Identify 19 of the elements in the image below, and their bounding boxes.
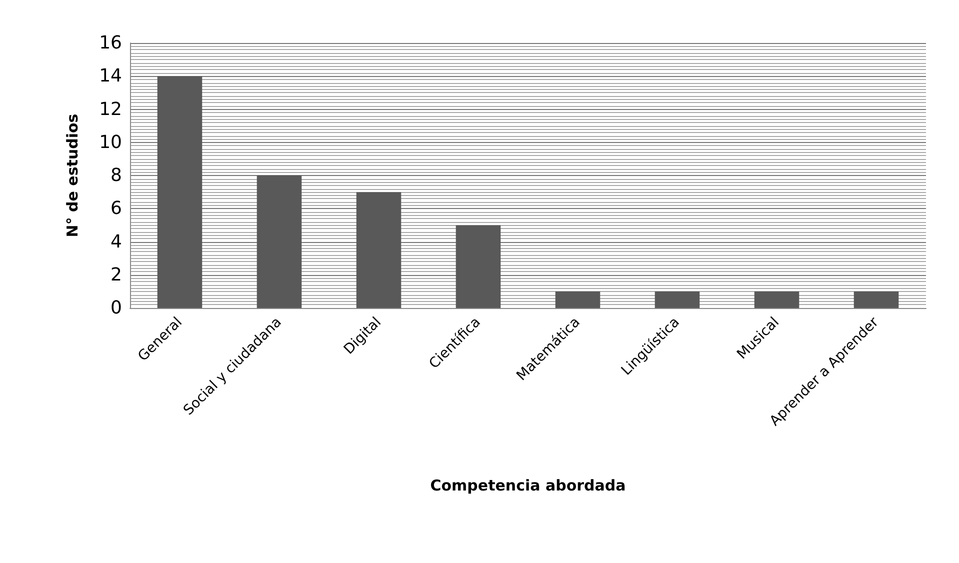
y-tick-label: 6 xyxy=(110,198,122,220)
y-tick-label: 16 xyxy=(99,32,122,54)
y-tick-label: 8 xyxy=(110,165,122,186)
y-tick-label: 10 xyxy=(99,132,122,153)
bar xyxy=(654,291,700,308)
x-axis-title: Competencia abordada xyxy=(430,476,626,494)
y-tick-label: 2 xyxy=(110,264,122,286)
bar xyxy=(256,176,302,308)
y-tick-label: 4 xyxy=(110,231,122,252)
bar xyxy=(157,76,202,308)
bar xyxy=(555,291,600,308)
y-tick-label: 14 xyxy=(99,66,122,87)
y-axis-title: N° de estudios xyxy=(64,114,82,238)
bar xyxy=(854,291,899,308)
y-tick-label: 12 xyxy=(99,98,122,120)
y-tick-label: 0 xyxy=(110,298,122,318)
bar xyxy=(754,291,800,308)
bar xyxy=(456,225,501,308)
bar xyxy=(356,192,402,308)
